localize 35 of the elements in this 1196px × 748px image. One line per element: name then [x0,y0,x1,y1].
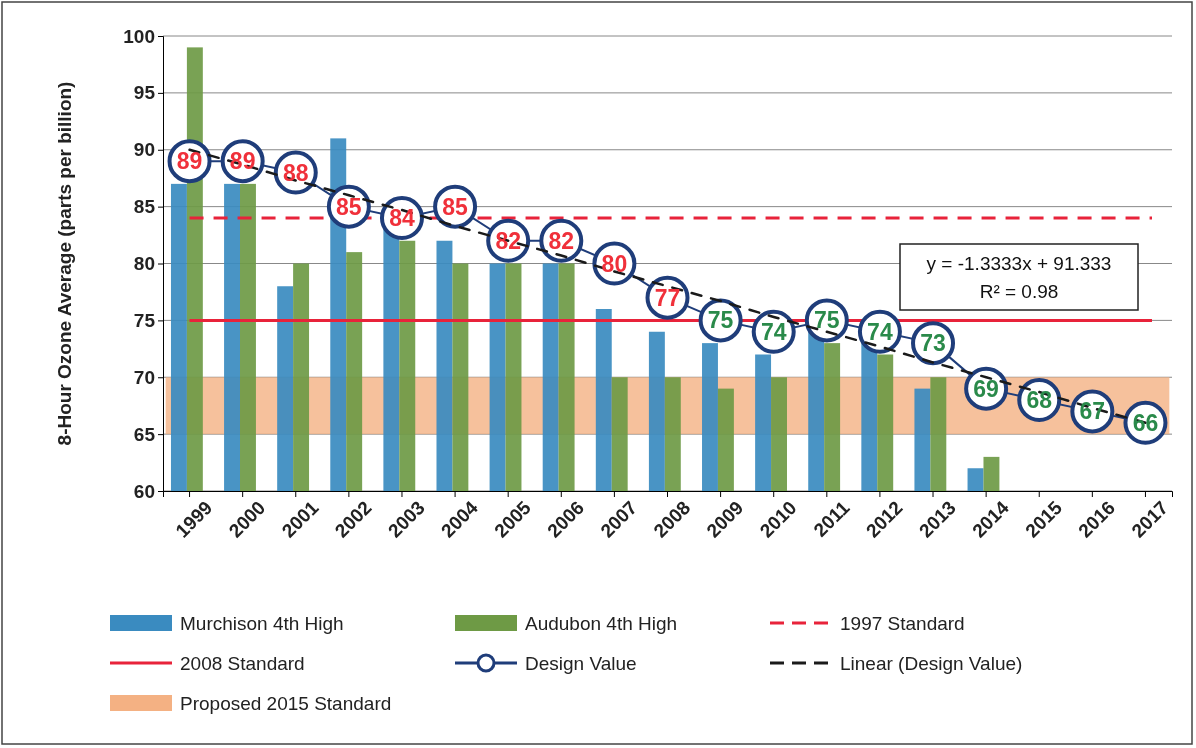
data-label: 88 [282,159,309,186]
data-label: 66 [1132,409,1159,436]
data-label: 68 [1026,387,1053,413]
y-axis-title: 8-Hour Ozone Average (parts per billion) [54,81,75,446]
data-label: 69 [973,375,999,402]
data-label: 85 [336,193,362,220]
y-tick-label: 100 [123,25,155,47]
data-label: 84 [389,205,415,231]
y-tick-label: 75 [133,309,156,331]
data-label: 85 [442,193,469,220]
data-label: 89 [176,148,203,175]
legend-label: Linear (Design Value) [840,653,1023,674]
annotation: y = -1.3333x + 91.333 R² = 0.98 [926,253,1112,302]
y-tick-label: 90 [133,139,155,161]
data-label: 75 [707,307,734,334]
y-tick-label: 70 [133,366,155,388]
y-tick-label: 60 [133,480,155,502]
data-label: 82 [548,227,575,254]
legend-label: Murchison 4th High [180,613,344,634]
legend-label: Audubon 4th High [525,613,678,634]
legend-label: Proposed 2015 Standard [180,693,392,714]
data-label: 77 [654,284,681,311]
legend-label: 2008 Standard [180,653,305,674]
legend-label: Design Value [525,653,637,674]
data-label: 75 [814,307,840,334]
y-tick-label: 85 [133,196,156,218]
data-label: 73 [920,330,946,357]
data-label: 74 [760,318,787,345]
data-label: 74 [867,318,893,345]
y-tick-label: 65 [133,423,156,445]
y-tick-label: 80 [133,253,155,275]
legend-label: 1997 Standard [840,613,965,634]
data-label: 67 [1079,398,1106,425]
data-label: 80 [601,250,628,277]
y-tick-label: 95 [133,82,156,104]
